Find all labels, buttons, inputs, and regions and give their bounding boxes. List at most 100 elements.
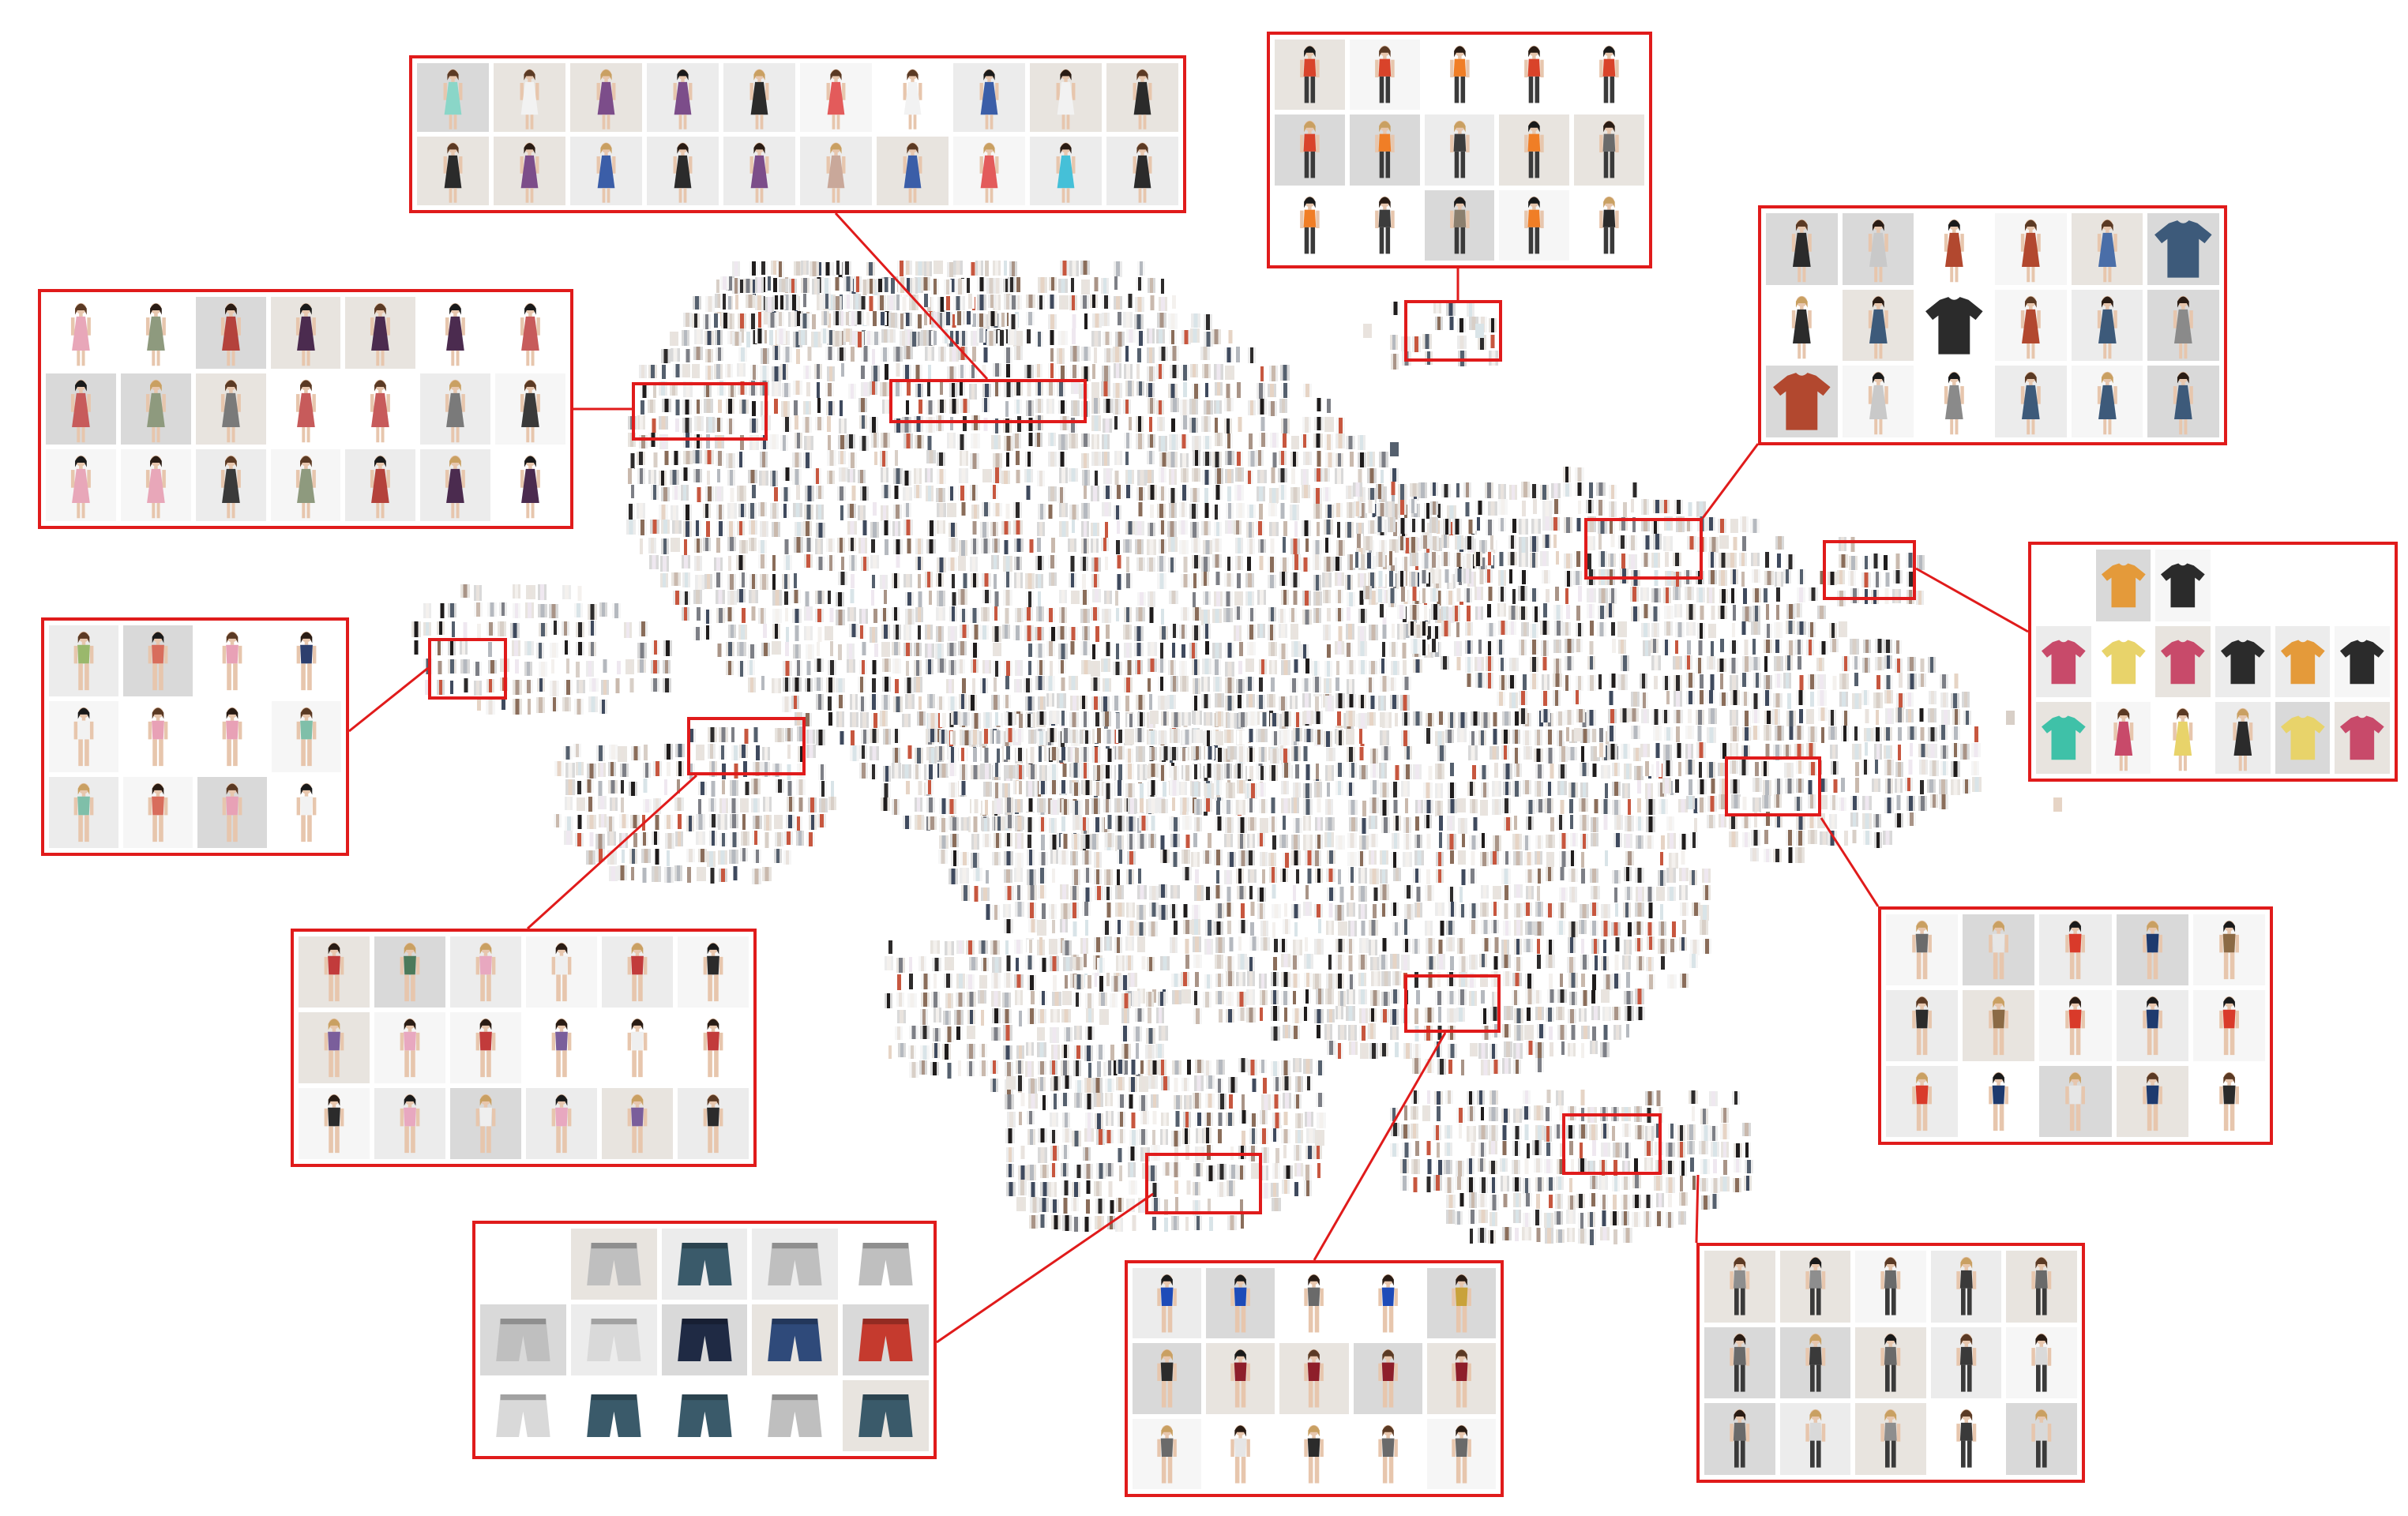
thumbnail [1168, 384, 1178, 398]
callout-line [1701, 443, 1760, 519]
thumbnail [803, 366, 811, 379]
product-thumbnail [1133, 1343, 1202, 1414]
product-thumbnail [2071, 213, 2143, 285]
thumbnail [1003, 279, 1011, 292]
thumbnail [639, 365, 647, 378]
thumbnail [782, 383, 791, 397]
thumbnail [924, 261, 932, 276]
callout-line [1313, 1032, 1447, 1261]
product-thumbnail [345, 449, 416, 521]
product-thumbnail [1349, 114, 1420, 186]
product-thumbnail [602, 936, 673, 1008]
product-thumbnail [1206, 1268, 1275, 1339]
thumbnail [1170, 295, 1178, 309]
thumbnail [749, 261, 758, 276]
thumbnail [726, 296, 734, 310]
product-thumbnail [270, 297, 341, 369]
thumbnail [814, 364, 822, 379]
thumbnail [1214, 400, 1222, 414]
product-thumbnail [1930, 1251, 2002, 1323]
thumbnail [904, 278, 912, 293]
product-thumbnail [647, 63, 719, 132]
thumbnail [1069, 295, 1077, 310]
product-thumbnail [1424, 39, 1495, 111]
thumbnail [694, 329, 703, 344]
thumbnail [649, 418, 659, 433]
thumbnail [683, 349, 693, 362]
thumbnail [949, 347, 959, 362]
product-thumbnail [661, 1304, 748, 1375]
thumbnail [772, 295, 781, 310]
thumbnail [1214, 364, 1223, 380]
thumbnail [1112, 276, 1120, 290]
product-thumbnail [602, 1088, 673, 1159]
thumbnail [728, 384, 736, 397]
product-thumbnail [120, 449, 191, 521]
thumbnail [1102, 313, 1110, 326]
thumbnail [970, 347, 979, 362]
thumbnail [761, 311, 769, 325]
thumbnail [815, 417, 824, 430]
product-thumbnail [1842, 213, 1914, 285]
thumbnail [1114, 261, 1122, 277]
thumbnail [1181, 365, 1189, 381]
product-thumbnail [450, 936, 521, 1008]
thumbnail [780, 364, 788, 380]
product-thumbnail [2335, 625, 2390, 698]
thumbnail [937, 313, 945, 328]
thumbnail [913, 365, 922, 379]
thumbnail [693, 347, 703, 360]
thumbnail [714, 280, 722, 293]
thumbnail [870, 311, 879, 326]
thumbnail [1156, 364, 1164, 379]
thumbnail [1081, 280, 1090, 295]
thumbnail [792, 415, 801, 430]
thumbnail [1048, 363, 1056, 378]
thumbnail [1204, 400, 1213, 415]
thumbnail [793, 381, 802, 395]
marker-jumpsuits [1404, 300, 1502, 362]
thumbnail [1147, 366, 1155, 381]
thumbnail [1146, 383, 1155, 397]
product-thumbnail [602, 1012, 673, 1083]
thumbnail [1234, 347, 1242, 362]
product-thumbnail [46, 449, 116, 521]
product-thumbnail [678, 936, 749, 1008]
thumbnail [815, 262, 824, 276]
product-thumbnail [1353, 1268, 1422, 1339]
product-thumbnail [494, 63, 565, 132]
thumbnail [1189, 399, 1198, 415]
thumbnail [1281, 383, 1290, 398]
thumbnail [1190, 364, 1198, 377]
product-thumbnail [2155, 702, 2211, 774]
thumbnail [839, 363, 847, 377]
product-thumbnail [1030, 63, 1102, 132]
thumbnail [825, 313, 833, 328]
thumbnail [1070, 365, 1079, 378]
product-thumbnail [2215, 625, 2271, 698]
thumbnail [1135, 348, 1144, 362]
thumbnail [1035, 381, 1043, 396]
thumbnail [1091, 398, 1100, 414]
product-thumbnail [299, 1088, 370, 1159]
thumbnail [882, 400, 891, 414]
product-thumbnail [495, 449, 565, 521]
thumbnail [1156, 400, 1164, 415]
thumbnail [705, 349, 713, 362]
product-thumbnail [1963, 990, 2035, 1061]
thumbnail [1101, 278, 1109, 294]
thumbnail [957, 382, 965, 396]
thumbnail [1058, 366, 1067, 381]
thumbnail [960, 331, 967, 346]
product-thumbnail [195, 449, 266, 521]
product-thumbnail [120, 297, 191, 369]
product-thumbnail [1030, 137, 1102, 205]
product-thumbnail [2275, 702, 2331, 774]
thumbnail [1049, 277, 1057, 291]
thumbnail [682, 330, 689, 346]
product-thumbnail [2147, 366, 2219, 437]
thumbnail [1069, 261, 1079, 276]
thumbnail [1147, 328, 1155, 343]
thumbnail [772, 366, 781, 381]
product-thumbnail [2039, 1066, 2112, 1137]
